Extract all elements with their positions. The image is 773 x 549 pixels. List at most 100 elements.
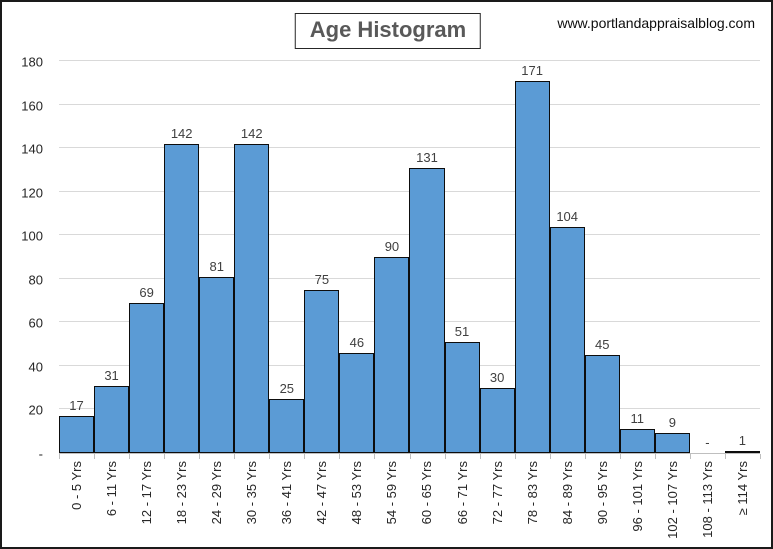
axis-tick — [94, 454, 96, 459]
x-label-cell: 24 - 29 Yrs — [199, 461, 234, 547]
bar-column: 142 — [164, 62, 200, 453]
x-axis-labels: 0 - 5 Yrs 6 - 11 Yrs 12 - 17 Yrs 18 - 23 Yr… — [59, 461, 760, 547]
bar-value-label: 11 — [630, 411, 645, 427]
y-tick-label: 80 — [28, 272, 43, 288]
axis-tick — [654, 454, 656, 459]
y-tick-label: 180 — [21, 54, 43, 70]
axis-tick — [619, 454, 621, 459]
bar-value-label: 69 — [139, 284, 154, 300]
axis-tick — [444, 454, 446, 459]
bar — [619, 429, 655, 453]
x-label-cell: 60 - 65 Yrs — [409, 461, 444, 547]
chart-title: Age Histogram — [309, 17, 467, 42]
bar-column: 46 — [339, 62, 375, 453]
bar-value-label: 17 — [69, 397, 84, 413]
x-tick-label: 12 - 17 Yrs — [139, 461, 155, 525]
x-label-cell: 48 - 53 Yrs — [339, 461, 374, 547]
bar-column: 142 — [234, 62, 270, 453]
x-label-cell: ≥ 114 Yrs — [725, 461, 760, 547]
x-label-cell: 0 - 5 Yrs — [59, 461, 94, 547]
bar — [374, 257, 410, 453]
x-tick-label: 108 - 113 Yrs — [699, 461, 715, 538]
bar — [129, 302, 165, 453]
gridline — [59, 147, 760, 149]
bar — [654, 433, 690, 453]
bar-column: 9 — [654, 62, 690, 453]
x-label-cell: 36 - 41 Yrs — [269, 461, 304, 547]
y-tick-label: - — [38, 446, 43, 462]
x-tick-label: 60 - 65 Yrs — [419, 461, 435, 525]
axis-tick — [514, 454, 516, 459]
bar — [549, 226, 585, 453]
bar-value-label: 171 — [521, 62, 543, 78]
x-label-cell: 12 - 17 Yrs — [129, 461, 164, 547]
bar — [164, 143, 200, 453]
bar-column: 11 — [619, 62, 655, 453]
gridline — [59, 60, 760, 61]
plot-area: 17 31 69 142 81 142 25 75 46 90 131 51 30 171 104 45 11 9… — [59, 60, 760, 454]
bar — [199, 276, 235, 453]
x-tick-label: 30 - 35 Yrs — [244, 461, 260, 525]
x-tick-label: 6 - 11 Yrs — [104, 461, 120, 517]
x-label-cell: 78 - 83 Yrs — [515, 461, 550, 547]
y-tick-label: 20 — [28, 402, 43, 418]
bar — [304, 289, 340, 453]
axis-tick — [760, 454, 761, 459]
bar — [724, 450, 760, 453]
bar — [444, 341, 480, 453]
bar-value-label: 51 — [454, 323, 470, 339]
x-label-cell: 72 - 77 Yrs — [480, 461, 515, 547]
bar-column: 69 — [129, 62, 165, 453]
x-tick-label: 54 - 59 Yrs — [384, 461, 400, 525]
bar-value-label: 31 — [104, 367, 119, 383]
y-tick-label: 120 — [21, 185, 43, 201]
y-tick-label: 60 — [28, 315, 43, 331]
bar — [409, 167, 445, 453]
x-tick-label: 42 - 47 Yrs — [314, 461, 330, 525]
x-axis-ticks — [59, 454, 761, 459]
x-label-cell: 108 - 113 Yrs — [690, 461, 725, 547]
bar-value-label: 81 — [209, 258, 224, 274]
bar-value-label: 104 — [556, 208, 579, 224]
bar-column: 104 — [549, 62, 585, 453]
bar-column: 131 — [409, 62, 445, 453]
x-label-cell: 30 - 35 Yrs — [234, 461, 269, 547]
x-label-cell: 18 - 23 Yrs — [164, 461, 199, 547]
bar — [269, 398, 305, 453]
bar-column: 31 — [94, 62, 130, 453]
x-label-cell: 96 - 101 Yrs — [620, 461, 655, 547]
axis-tick — [199, 454, 201, 459]
axis-tick — [269, 454, 271, 459]
x-label-cell: 54 - 59 Yrs — [374, 461, 409, 547]
bar-value-label: 142 — [240, 125, 263, 141]
x-label-cell: 6 - 11 Yrs — [94, 461, 129, 547]
x-tick-label: 78 - 83 Yrs — [524, 461, 540, 525]
axis-tick — [59, 454, 60, 459]
axis-tick — [724, 454, 726, 459]
bars-container: 17 31 69 142 81 142 25 75 46 90 131 51 30 171 104 45 11 9… — [59, 62, 760, 453]
y-axis-labels: 180 160 140 120 100 80 60 40 20 - — [2, 55, 49, 462]
bar-value-label: 45 — [594, 337, 610, 352]
bar — [514, 80, 550, 453]
x-tick-label: 18 - 23 Yrs — [174, 461, 190, 525]
x-tick-label: 48 - 53 Yrs — [349, 461, 365, 525]
x-label-cell: 84 - 89 Yrs — [550, 461, 585, 547]
bar-column: 25 — [269, 62, 305, 453]
x-tick-label: 84 - 89 Yrs — [559, 461, 575, 525]
bar-value-label: 75 — [314, 271, 330, 287]
axis-tick — [549, 454, 551, 459]
bar-column: 45 — [584, 62, 620, 453]
watermark-url: www.portlandappraisalblog.com — [557, 15, 755, 31]
axis-tick — [374, 454, 376, 459]
bar-column: 90 — [374, 62, 410, 453]
chart-title-box: Age Histogram — [294, 13, 482, 49]
gridline — [59, 103, 760, 105]
x-tick-label: 36 - 41 Yrs — [279, 461, 295, 525]
x-tick-label: ≥ 114 Yrs — [734, 461, 750, 516]
axis-tick — [234, 454, 236, 459]
x-tick-label: 90 - 95 Yrs — [594, 461, 610, 525]
axis-tick — [164, 454, 166, 459]
y-tick-label: 140 — [21, 141, 43, 157]
bar-value-label: 30 — [489, 369, 505, 385]
